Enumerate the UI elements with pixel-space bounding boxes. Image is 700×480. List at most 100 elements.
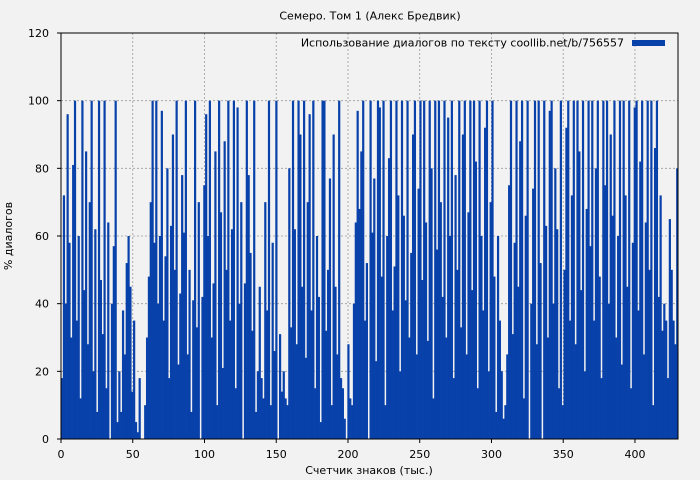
bar — [674, 344, 677, 439]
bar — [526, 100, 529, 440]
bar — [310, 310, 313, 439]
bar — [162, 320, 165, 439]
x-tick-label: 150 — [266, 448, 287, 461]
bar — [496, 236, 500, 439]
bar — [127, 236, 130, 439]
bar — [192, 300, 195, 439]
bar — [118, 371, 121, 439]
bar — [544, 225, 548, 439]
x-tick-label: 0 — [58, 448, 65, 461]
bar — [278, 334, 282, 439]
bar — [358, 208, 361, 439]
bar — [591, 100, 594, 440]
bar — [633, 107, 636, 439]
bar — [212, 283, 215, 439]
bar — [363, 320, 367, 439]
bar — [245, 100, 248, 440]
bar — [64, 303, 67, 439]
bar — [145, 337, 149, 439]
bar — [203, 185, 206, 439]
bar — [593, 320, 596, 439]
bar — [360, 151, 363, 439]
bar — [450, 100, 453, 440]
bar — [325, 330, 328, 439]
bar — [376, 100, 380, 440]
bar — [153, 242, 156, 439]
bar — [436, 249, 439, 439]
bar — [618, 100, 622, 440]
legend: Использование диалогов по тексту coollib… — [301, 37, 665, 50]
bar — [657, 296, 660, 439]
bar — [164, 256, 167, 439]
bar — [613, 100, 616, 440]
bar — [637, 310, 640, 439]
bar — [271, 242, 274, 439]
bar — [572, 100, 575, 440]
bar — [147, 276, 151, 439]
bar — [495, 411, 498, 439]
bar — [275, 100, 278, 440]
bar — [474, 161, 477, 440]
bar — [391, 310, 394, 439]
bar — [173, 269, 176, 439]
bar — [175, 100, 178, 440]
bar — [195, 327, 199, 439]
bar — [61, 378, 64, 439]
bar — [519, 141, 522, 439]
bar — [389, 100, 393, 440]
bar — [615, 337, 618, 439]
bar — [580, 290, 583, 439]
bar — [665, 320, 668, 439]
bar — [419, 100, 422, 440]
bar — [308, 114, 311, 439]
bar — [478, 100, 481, 440]
bar — [112, 246, 115, 439]
bar — [552, 303, 555, 439]
bar — [352, 303, 356, 439]
bar — [421, 279, 424, 439]
bar — [628, 100, 631, 440]
bar — [62, 195, 66, 439]
bar — [262, 398, 265, 439]
bar — [253, 100, 256, 440]
bar — [240, 202, 243, 439]
bar — [463, 100, 466, 440]
bar — [365, 263, 369, 439]
bar — [280, 391, 284, 439]
bar — [75, 320, 78, 439]
bar — [439, 202, 442, 439]
bar — [179, 293, 182, 439]
bar — [205, 114, 208, 439]
bar — [659, 195, 662, 439]
bar — [520, 100, 524, 440]
bar — [206, 236, 210, 439]
y-tick-label: 120 — [28, 27, 49, 40]
bar — [223, 141, 226, 439]
bar — [94, 229, 97, 439]
bar — [339, 378, 343, 439]
x-tick-label: 400 — [624, 448, 645, 461]
bar — [236, 107, 239, 439]
x-tick-label: 100 — [194, 448, 215, 461]
bar — [550, 100, 553, 440]
bar — [284, 398, 287, 439]
bar — [543, 100, 546, 440]
bar — [243, 283, 247, 439]
x-tick-label: 250 — [409, 448, 430, 461]
bar — [247, 175, 250, 439]
bar — [219, 212, 223, 439]
bar — [585, 208, 588, 439]
bar — [186, 354, 189, 439]
bar — [583, 371, 586, 439]
bar — [515, 100, 518, 440]
bar — [317, 296, 320, 439]
bar — [125, 263, 128, 439]
bar — [504, 405, 507, 439]
bar — [639, 161, 642, 440]
bar — [336, 354, 339, 439]
bar — [356, 110, 359, 440]
bar — [642, 354, 646, 439]
bar — [306, 202, 309, 439]
bar — [286, 405, 289, 439]
